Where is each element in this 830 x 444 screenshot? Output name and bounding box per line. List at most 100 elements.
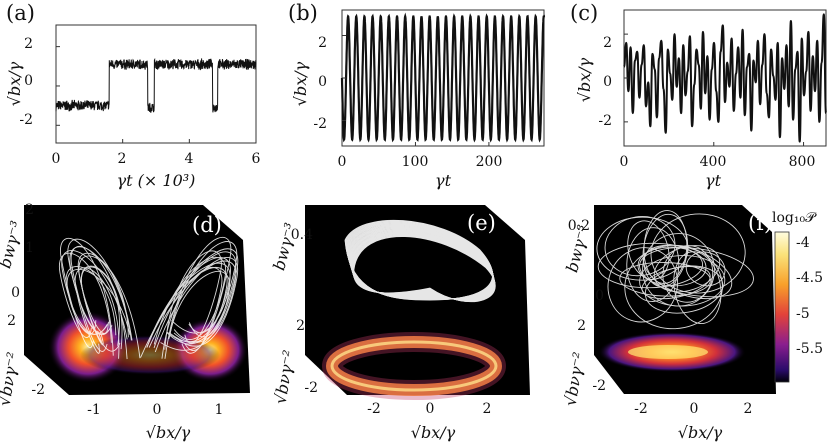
xlabel-a: γt (× 10³) bbox=[117, 171, 196, 190]
panel-label-a: (a) bbox=[6, 1, 35, 25]
ytick-e-0: 0.4 bbox=[291, 227, 313, 243]
ytick-f-0: 0 bbox=[595, 288, 604, 304]
ylabel-e: bwγ⁻³ bbox=[269, 221, 300, 273]
trajectory-e bbox=[344, 219, 496, 303]
trajectory-loop bbox=[641, 266, 711, 300]
colorbar-tick-3: -5.5 bbox=[796, 341, 823, 357]
xlabel-c: γt bbox=[705, 171, 722, 190]
ticks-a bbox=[55, 46, 257, 143]
trajectory-loop bbox=[650, 213, 746, 294]
ztick-f-top: 2 bbox=[577, 318, 586, 334]
ytick-b-1: 0 bbox=[318, 74, 327, 90]
ztick-f-bottom: -2 bbox=[592, 378, 606, 394]
trajectory-loop bbox=[353, 236, 496, 303]
trajectory-loop bbox=[80, 265, 123, 350]
ytick-d-2: 2 bbox=[25, 202, 34, 218]
density-bridge-d bbox=[80, 335, 220, 375]
xtick-c-2: 800 bbox=[789, 154, 816, 170]
trace-c bbox=[623, 13, 827, 143]
ylabel-c: √bx/γ bbox=[575, 57, 594, 102]
ztick-d-top: 2 bbox=[7, 313, 16, 329]
panel-label-f: (f) bbox=[748, 211, 772, 235]
ytick-a-1: 0 bbox=[24, 73, 33, 89]
xtick-b-1: 100 bbox=[402, 154, 429, 170]
xtick-c-0: 0 bbox=[620, 154, 629, 170]
trajectory-loop bbox=[164, 237, 232, 359]
trajectory-loop bbox=[153, 257, 227, 345]
xtick-e-2: 2 bbox=[483, 401, 492, 417]
density-ring-e-core bbox=[330, 340, 498, 392]
xlabel-e: √bx/γ bbox=[411, 423, 456, 442]
panel-label-c: (c) bbox=[570, 1, 598, 25]
trajectory-loop bbox=[626, 227, 680, 302]
ylabel-d: bwγ⁻³ bbox=[0, 219, 26, 271]
density-core-f bbox=[628, 345, 708, 359]
xtick-b-0: 0 bbox=[338, 154, 347, 170]
ticks-b bbox=[341, 35, 490, 146]
trajectory-loop bbox=[662, 245, 714, 303]
xtick-f-2: 2 bbox=[744, 401, 753, 417]
colorbar-label: log₁₀𝒫 bbox=[772, 210, 817, 226]
ytick-c-0: -2 bbox=[598, 113, 612, 129]
trajectory-loop bbox=[168, 241, 238, 340]
zlabel-d: √bνγ⁻² bbox=[0, 351, 23, 408]
axes-box-a bbox=[55, 24, 257, 144]
trajectory-loop bbox=[597, 242, 704, 289]
ylabel-b: √bx/γ bbox=[291, 61, 310, 106]
xtick-c-1: 400 bbox=[700, 154, 727, 170]
trajectory-loop bbox=[619, 262, 711, 297]
ytick-c-1: 0 bbox=[603, 74, 612, 90]
trajectory-loop bbox=[596, 216, 689, 281]
zlabel-f: √bνγ⁻² bbox=[560, 351, 588, 408]
trajectory-loop bbox=[642, 233, 715, 307]
xlabel-d: √bx/γ bbox=[146, 423, 191, 442]
xtick-a-2: 4 bbox=[185, 151, 194, 167]
trajectory-f bbox=[596, 210, 754, 330]
ytick-d-0: 0 bbox=[11, 285, 20, 301]
trace-a bbox=[55, 57, 257, 113]
trajectory-loop bbox=[604, 216, 676, 277]
panel-b: (b) 2 0 -2 0 100 200 γt √bx/γ bbox=[288, 1, 546, 190]
zlabel-e: √bνγ⁻² bbox=[270, 349, 298, 406]
panel-label-b: (b) bbox=[288, 1, 318, 25]
colorbar-tick-1: -4.5 bbox=[796, 270, 823, 286]
ytick-b-2: 2 bbox=[318, 35, 327, 51]
ztick-e-bottom: -2 bbox=[304, 380, 318, 396]
xtick-f-1: 0 bbox=[690, 401, 699, 417]
ylabel-a: √bx/γ bbox=[5, 61, 24, 106]
ytick-a-0: -2 bbox=[19, 112, 33, 128]
colorbar-tick-2: -5 bbox=[796, 306, 810, 322]
ytick-b-0: -2 bbox=[313, 116, 327, 132]
xtick-e-0: -2 bbox=[367, 401, 381, 417]
ytick-d-1: 1 bbox=[25, 240, 34, 256]
xlabel-f: √bx/γ bbox=[678, 423, 723, 442]
colorbar bbox=[774, 231, 790, 383]
xtick-a-3: 6 bbox=[252, 151, 261, 167]
xlabel-b: γt bbox=[435, 171, 452, 190]
panel-label-e: (e) bbox=[467, 211, 496, 235]
panel-e: (e) 0.4 2 -2 -2 0 2 √bx/γ bwγ⁻³ √bνγ⁻² bbox=[269, 205, 530, 442]
panel-c: (c) 2 0 -2 0 400 800 γt √bx/γ bbox=[570, 1, 827, 190]
xtick-a-1: 2 bbox=[118, 151, 127, 167]
xtick-a-0: 0 bbox=[52, 151, 61, 167]
xtick-b-2: 200 bbox=[476, 154, 503, 170]
xtick-d-0: -1 bbox=[87, 402, 101, 418]
ticks-c bbox=[623, 33, 805, 146]
ztick-d-bottom: -2 bbox=[31, 382, 45, 398]
ytick-a-2: 2 bbox=[24, 36, 33, 52]
panel-f: (f) 0.2 0 2 -2 -2 0 2 √bx/γ bwγ⁻³ √bνγ⁻²… bbox=[560, 205, 823, 442]
trajectory-loop bbox=[77, 252, 141, 359]
ytick-c-2: 2 bbox=[603, 35, 612, 51]
xtick-d-2: 1 bbox=[215, 402, 224, 418]
colorbar-tick-0: -4 bbox=[796, 235, 810, 251]
panel-a: (a) 2 0 -2 0 2 4 6 γt (× 10³) √bx/γ bbox=[5, 1, 261, 190]
panel-d: (d) 2 1 0 2 -2 -1 0 1 √bx/γ bwγ⁻³ √bνγ⁻² bbox=[0, 202, 250, 442]
xtick-d-1: 0 bbox=[153, 402, 162, 418]
xtick-e-1: 0 bbox=[426, 401, 435, 417]
panel-label-d: (d) bbox=[192, 213, 222, 237]
trajectory-loop bbox=[70, 246, 128, 360]
trajectory-loop bbox=[59, 238, 114, 356]
trajectory-loop bbox=[624, 244, 723, 330]
trajectory-d bbox=[58, 237, 239, 360]
